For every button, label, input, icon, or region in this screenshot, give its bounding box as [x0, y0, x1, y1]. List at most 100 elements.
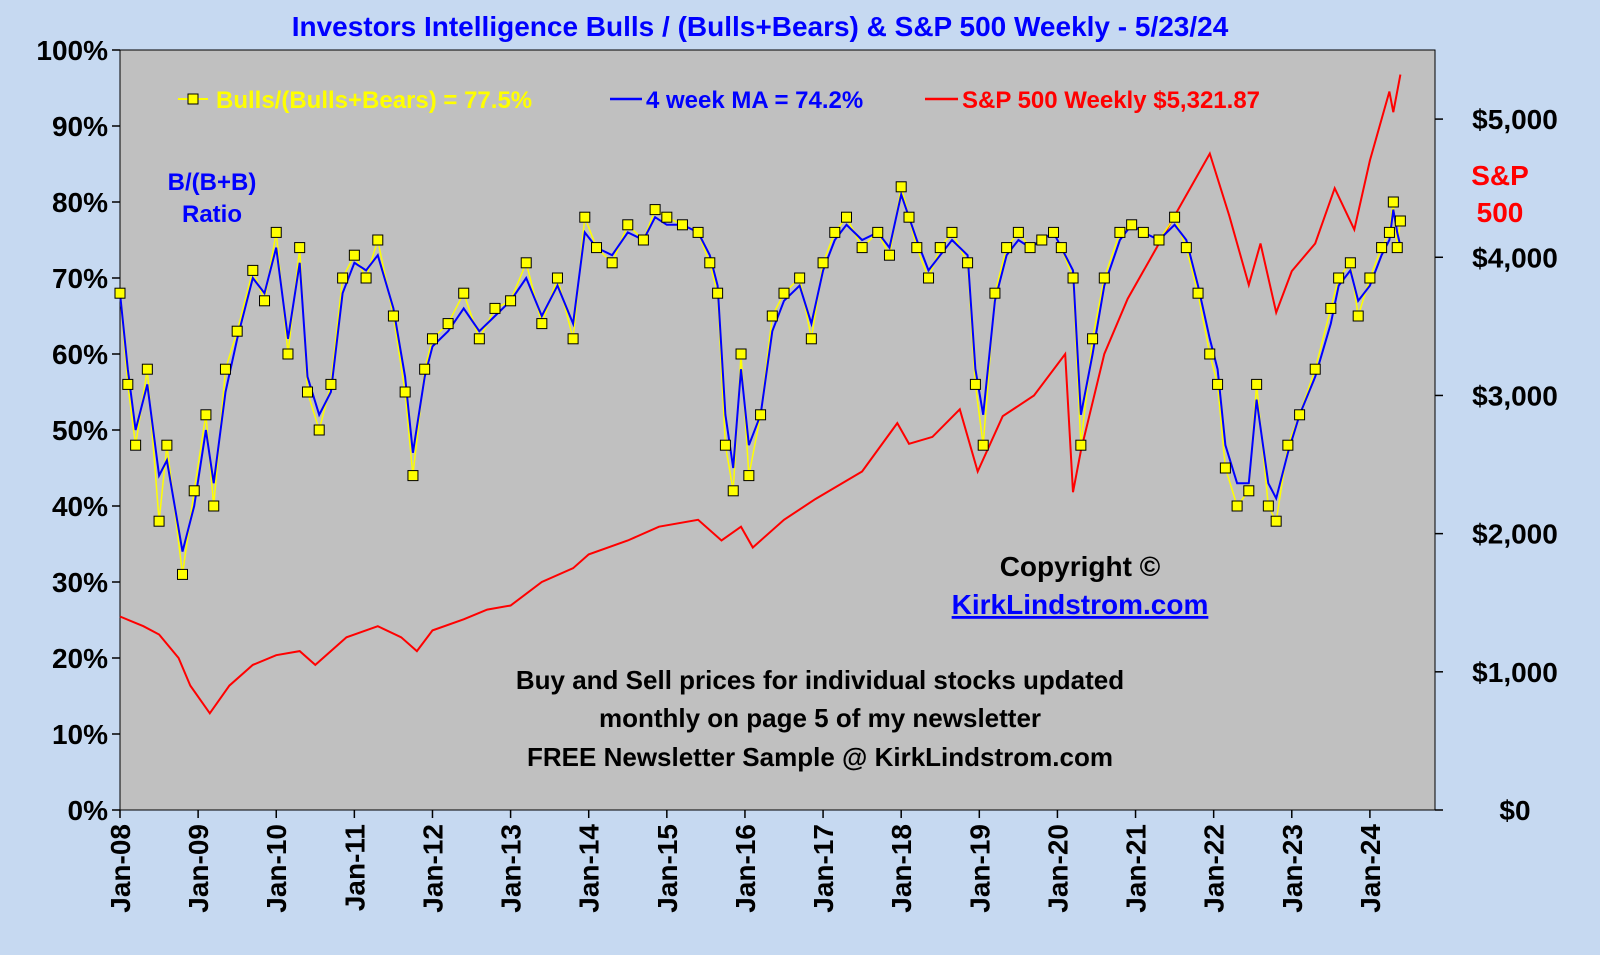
- bull-ratio-point: [591, 242, 603, 254]
- bull-ratio-point: [372, 234, 384, 246]
- left-axis-tick-label: 20%: [52, 643, 108, 674]
- bull-ratio-point: [1153, 234, 1165, 246]
- bull-ratio-point: [442, 318, 454, 330]
- bull-ratio-point: [883, 249, 895, 261]
- bull-ratio-point: [1364, 272, 1376, 284]
- left-axis-label-line2: Ratio: [182, 201, 242, 228]
- right-axis-tick-label: $0: [1499, 795, 1530, 826]
- x-axis-tick-label: Jan-21: [1121, 824, 1152, 913]
- bull-ratio-point: [962, 257, 974, 269]
- bull-ratio-point: [387, 310, 399, 322]
- bull-ratio-point: [1169, 211, 1181, 223]
- bull-ratio-point: [325, 378, 337, 390]
- bull-ratio-point: [903, 211, 915, 223]
- x-axis-tick-label: Jan-15: [652, 824, 683, 913]
- bull-ratio-point: [989, 287, 1001, 299]
- bull-ratio-point: [923, 272, 935, 284]
- x-axis-tick-label: Jan-08: [105, 824, 136, 913]
- bull-ratio-point: [1243, 485, 1255, 497]
- bull-ratio-point: [1067, 272, 1079, 284]
- left-axis-tick-label: 60%: [52, 339, 108, 370]
- right-axis-tick-label: $2,000: [1472, 519, 1558, 550]
- right-y-axis: $0 $1,000 $2,000 $3,000 $4,000 $5,000: [1435, 104, 1558, 826]
- bull-ratio-point: [805, 333, 817, 345]
- bull-ratio-point: [606, 257, 618, 269]
- bull-ratio-point: [259, 295, 271, 307]
- left-axis-tick-label: 0%: [68, 795, 109, 826]
- bull-ratio-point: [458, 287, 470, 299]
- bull-ratio-point: [895, 181, 907, 193]
- bull-ratio-point: [188, 485, 200, 497]
- bull-ratio-point: [1180, 242, 1192, 254]
- bull-ratio-point: [1212, 378, 1224, 390]
- right-axis-tick-label: $5,000: [1472, 104, 1558, 135]
- bull-ratio-point: [301, 386, 313, 398]
- x-axis-tick-label: Jan-13: [496, 824, 527, 913]
- bull-ratio-point: [1087, 333, 1099, 345]
- legend-ratio-marker: [187, 93, 199, 105]
- legend-ma-label: 4 week MA = 74.2%: [646, 87, 863, 114]
- x-axis-tick-label: Jan-16: [730, 824, 761, 913]
- bull-ratio-point: [1098, 272, 1110, 284]
- bull-ratio-point: [1387, 196, 1399, 208]
- x-axis-tick-label: Jan-20: [1042, 824, 1073, 913]
- note-line-1: Buy and Sell prices for individual stock…: [516, 665, 1124, 695]
- bull-ratio-point: [1333, 272, 1345, 284]
- bull-ratio-point: [1114, 226, 1126, 238]
- bull-ratio-point: [637, 234, 649, 246]
- ma-line: [119, 190, 1402, 552]
- bull-ratio-point: [294, 242, 306, 254]
- left-axis-tick-label: 40%: [52, 491, 108, 522]
- copyright-text: Copyright ©: [1000, 551, 1161, 582]
- right-axis-label-line2: 500: [1477, 197, 1524, 228]
- bull-ratio-point: [360, 272, 372, 284]
- bull-ratio-point: [161, 439, 173, 451]
- x-axis-tick-label: Jan-14: [574, 824, 605, 913]
- x-axis-tick-label: Jan-11: [339, 824, 370, 911]
- bull-ratio-point: [1344, 257, 1356, 269]
- plot-area: [119, 49, 1436, 811]
- bull-ratio-point: [743, 470, 755, 482]
- bull-ratio-point: [520, 257, 532, 269]
- bull-ratio-point: [1048, 226, 1060, 238]
- left-y-axis: 0% 10% 20% 30% 40% 50% 60% 70% 80% 90% 100%: [36, 35, 120, 826]
- bull-ratio-point: [766, 310, 778, 322]
- bull-ratio-point: [649, 204, 661, 216]
- x-axis-tick-label: Jan-22: [1199, 824, 1230, 913]
- copyright-link[interactable]: KirkLindstrom.com: [952, 589, 1209, 620]
- legend-ratio-label: Bulls/(Bulls+Bears) = 77.5%: [216, 87, 532, 114]
- bull-ratio-point: [337, 272, 349, 284]
- bull-ratio-point: [1391, 242, 1403, 254]
- x-axis-tick-label: Jan-12: [417, 824, 448, 913]
- bull-ratio-point: [727, 485, 739, 497]
- bull-ratio-point: [1012, 226, 1024, 238]
- right-axis-tick-label: $1,000: [1472, 657, 1558, 688]
- bull-ratio-point: [1219, 462, 1231, 474]
- bull-ratio-point: [536, 318, 548, 330]
- bull-ratio-point: [719, 439, 731, 451]
- bull-ratio-point: [946, 226, 958, 238]
- bull-ratio-line: [119, 186, 1402, 575]
- bull-ratio-point: [247, 264, 259, 276]
- left-axis-label-line1: B/(B+B): [168, 169, 257, 196]
- left-axis-tick-label: 90%: [52, 111, 108, 142]
- bull-ratio-point: [551, 272, 563, 284]
- bull-ratio-point: [1055, 242, 1067, 254]
- bull-ratio-point: [114, 287, 126, 299]
- bull-ratio-point: [692, 226, 704, 238]
- bull-ratio-point: [270, 226, 282, 238]
- bull-ratio-point: [399, 386, 411, 398]
- sp500-line: [119, 74, 1402, 716]
- bull-ratio-point: [1282, 439, 1294, 451]
- bull-ratio-point: [130, 439, 142, 451]
- x-axis-tick-label: Jan-09: [183, 824, 214, 913]
- bull-ratio-point: [872, 226, 884, 238]
- bull-ratio-point: [1192, 287, 1204, 299]
- bull-ratio-point: [1383, 226, 1395, 238]
- right-axis-label-line1: S&P: [1471, 160, 1529, 191]
- bull-ratio-point: [755, 409, 767, 421]
- bull-ratio-point: [567, 333, 579, 345]
- bull-ratio-point: [735, 348, 747, 360]
- bull-ratio-point: [489, 302, 501, 314]
- bull-ratio-point: [1126, 219, 1138, 231]
